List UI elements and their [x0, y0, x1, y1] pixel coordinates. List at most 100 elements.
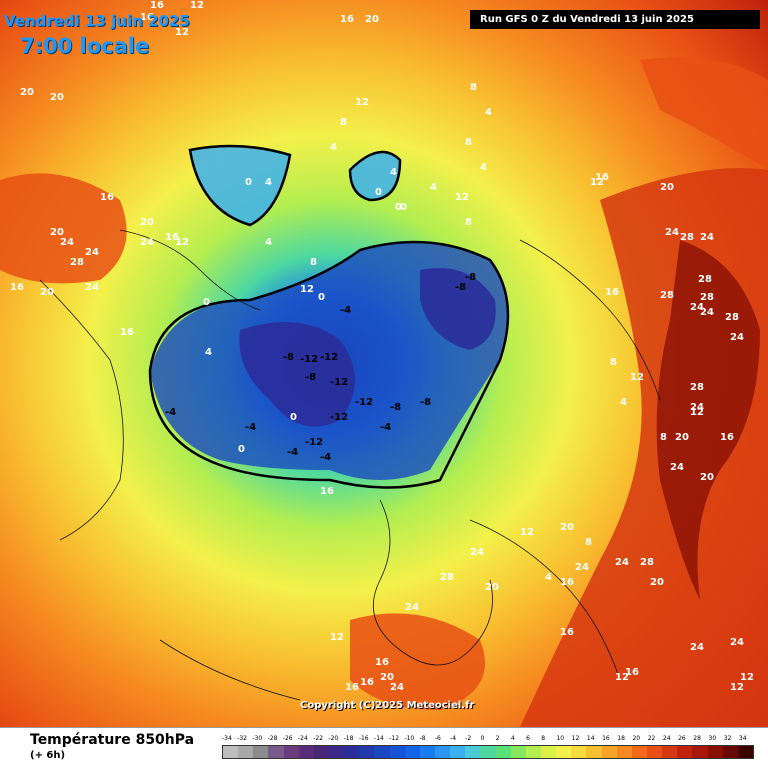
temperature-label: 8 [470, 82, 477, 93]
scale-tick: 24 [662, 735, 671, 742]
scale-tick: 6 [526, 735, 530, 742]
scale-swatch [662, 746, 678, 758]
temperature-label: -8 [283, 352, 294, 363]
temperature-label: -4 [340, 305, 351, 316]
temperature-label: -8 [420, 397, 431, 408]
scale-tick: 12 [571, 735, 580, 742]
temperature-label: -12 [330, 412, 348, 423]
temperature-label: 16 [150, 0, 164, 11]
temperature-label: 12 [190, 0, 204, 11]
temperature-label: 24 [700, 232, 714, 243]
temperature-label: 8 [340, 117, 347, 128]
temperature-label: 12 [690, 407, 704, 418]
scale-swatch [450, 746, 466, 758]
temperature-label: 4 [430, 182, 437, 193]
scale-tick: 8 [541, 735, 546, 742]
scale-tick: 22 [647, 735, 656, 742]
temperature-label: -12 [355, 397, 373, 408]
temperature-label: 8 [310, 257, 317, 268]
scale-tick: -12 [389, 735, 400, 742]
copyright-text: Copyright (C)2025 Meteociel.fr [300, 700, 475, 711]
temperature-label: 24 [690, 302, 704, 313]
temperature-label: 12 [740, 672, 754, 683]
scale-tick: -16 [358, 735, 369, 742]
temperature-label: -12 [305, 437, 323, 448]
scale-swatch [238, 746, 254, 758]
scale-tick: -24 [298, 735, 308, 742]
temperature-label: 20 [485, 582, 499, 593]
temperature-label: -12 [320, 352, 338, 363]
scale-swatch [253, 746, 269, 758]
color-scale-ticks: -34 -32 -30 -28 -26 -24 -22 -20 -18 -16 -14 -12 -10-… [222, 735, 754, 745]
temperature-label: 24 [470, 547, 484, 558]
scale-swatch [389, 746, 405, 758]
zero-isotherm-west [188, 144, 292, 227]
temperature-label: 4 [330, 142, 337, 153]
temperature-label: -8 [465, 272, 476, 283]
temperature-label: 12 [175, 27, 189, 38]
scale-swatch [465, 746, 481, 758]
scale-tick: -14 [374, 735, 384, 742]
temperature-label: 16 [720, 432, 734, 443]
temperature-label: 4 [390, 167, 397, 178]
temperature-label: 12 [300, 284, 314, 295]
temperature-label: 28 [640, 557, 654, 568]
scale-swatch [313, 746, 329, 758]
temperature-label: 12 [630, 372, 644, 383]
scale-tick: 2 [495, 735, 500, 742]
scale-tick: 30 [708, 735, 717, 742]
coldest-core [239, 322, 355, 427]
temperature-label: 16 [120, 327, 134, 338]
temperature-label: 28 [698, 274, 712, 285]
temperature-label: 24 [575, 562, 589, 573]
scale-swatch [677, 746, 693, 758]
scale-tick: -4 [450, 735, 457, 742]
scale-swatch [616, 746, 632, 758]
scale-tick: -8 [419, 735, 426, 742]
cold-pocket-west [190, 146, 290, 225]
scale-tick: 28 [693, 735, 701, 742]
temperature-label: 28 [660, 290, 674, 301]
scale-swatch [404, 746, 420, 758]
scale-swatch [692, 746, 708, 758]
temperature-label: 28 [690, 382, 704, 393]
temperature-label: 24 [85, 282, 99, 293]
temperature-label: 24 [665, 227, 679, 238]
temperature-label: -4 [287, 447, 298, 458]
temperature-label: 16 [165, 232, 179, 243]
temperature-label: 24 [670, 462, 684, 473]
temperature-label: -12 [300, 354, 318, 365]
scale-swatch [737, 746, 753, 758]
cold-core-siberia [420, 268, 496, 350]
forecast-time: 7:00 locale [20, 34, 150, 58]
temperature-label: 20 [660, 182, 674, 193]
temperature-label: -8 [390, 402, 401, 413]
scale-tick: 10 [556, 735, 565, 742]
temperature-label: 24 [700, 307, 714, 318]
zero-isotherm-center [348, 150, 402, 202]
scale-swatch [707, 746, 723, 758]
temperature-label: 20 [365, 14, 379, 25]
temperature-label: 0 [203, 297, 210, 308]
temperature-label: 16 [625, 667, 639, 678]
temperature-label: 0 [245, 177, 252, 188]
temperature-label: 0 [290, 412, 297, 423]
scale-swatch [268, 746, 284, 758]
temperature-label: 28 [680, 232, 694, 243]
scale-swatch [298, 746, 314, 758]
scale-swatch [646, 746, 663, 758]
temperature-label: 20 [50, 227, 64, 238]
scale-tick: -2 [465, 735, 472, 742]
temperature-label: 20 [700, 472, 714, 483]
scale-tick: -20 [328, 735, 339, 742]
scale-tick: -10 [404, 735, 415, 742]
scale-tick: -28 [267, 735, 278, 742]
temperature-label: 12 [520, 527, 534, 538]
temperature-label: 28 [440, 572, 454, 583]
temperature-label: 20 [140, 217, 154, 228]
scale-swatch [540, 746, 557, 758]
temperature-label: 4 [545, 572, 552, 583]
temperature-label: -4 [320, 452, 331, 463]
temperature-label: 4 [620, 397, 627, 408]
